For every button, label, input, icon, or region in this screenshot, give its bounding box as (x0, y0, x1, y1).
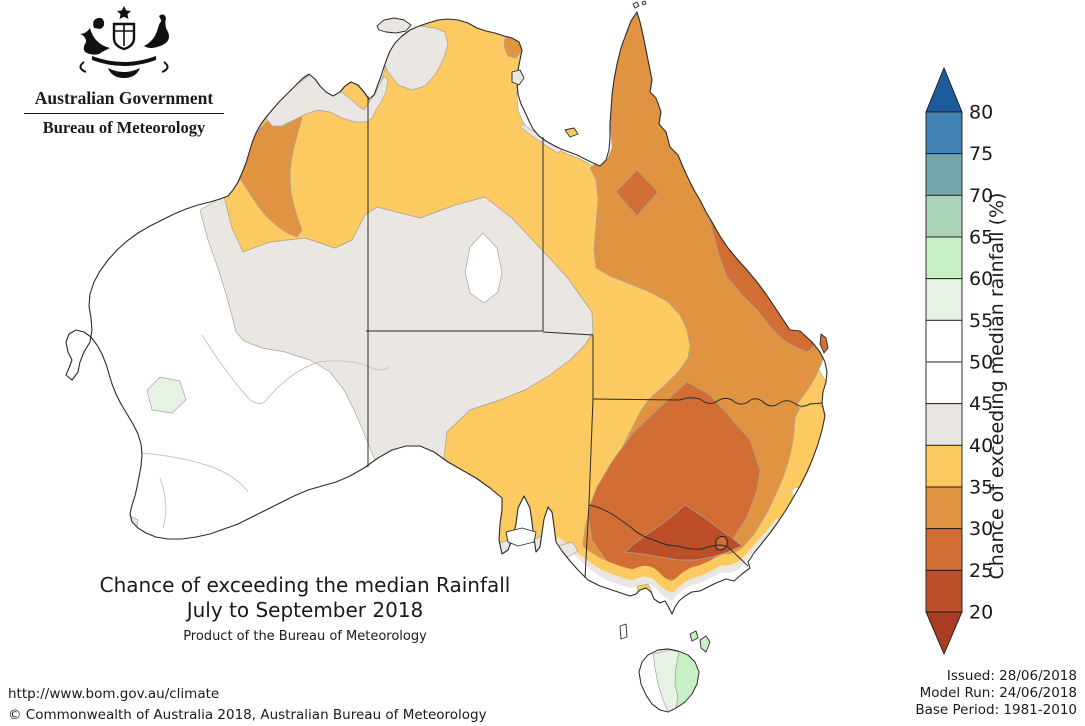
island-hogan (689, 630, 699, 642)
issue-info-block: Issued: 28/06/2018 Model Run: 24/06/2018… (915, 668, 1077, 719)
colorbar-arrow-bottom (925, 611, 963, 656)
title-block: Chance of exceeding the median Rainfall … (75, 573, 535, 644)
tick-55: 55 (969, 310, 993, 332)
region-55-60-wa-pentagon (146, 376, 187, 414)
colorbar-segment-45-50 (925, 361, 963, 405)
tick-35: 35 (969, 477, 993, 499)
coat-of-arms-icon (79, 6, 169, 78)
colorbar-segment-50-55 (925, 319, 963, 363)
border-sa-vic (584, 502, 590, 579)
island-melville (376, 17, 412, 34)
border-nt-sa (366, 330, 594, 336)
colorbar-axis-label: Chance of exceeding median rainfall (%) (986, 193, 1008, 580)
tasmania (638, 635, 711, 713)
colorbar-segment-20-25 (925, 569, 963, 613)
island-mornington (564, 127, 579, 138)
island-groote (511, 69, 525, 86)
island-kangaroo (505, 527, 537, 547)
island-king (619, 623, 628, 640)
issued-date: Issued: 28/06/2018 (946, 668, 1077, 684)
footer-url: http://www.bom.gov.au/climate (8, 686, 220, 702)
band-35-40-south-coast (548, 506, 787, 592)
tick-60: 60 (969, 268, 993, 290)
base-period: Base Period: 1981-2010 (915, 702, 1077, 718)
island-torres-1 (632, 1, 640, 9)
border-nsw-vic-murray (588, 504, 749, 567)
border-sa-nsw (588, 398, 594, 504)
model-run-date: Model Run: 24/06/2018 (919, 685, 1077, 701)
map-product-note: Product of the Bureau of Meteorology (183, 629, 427, 644)
colorbar: 80 75 70 65 60 55 50 45 40 35 30 25 20 C… (925, 66, 1008, 656)
colorbar-segment-55-60 (925, 278, 963, 321)
tick-75: 75 (969, 143, 993, 165)
colorbar-segment-70-75 (925, 153, 963, 196)
border-qld-nsw (592, 397, 823, 407)
footer-copyright: © Commonwealth of Australia 2018, Austra… (8, 707, 487, 723)
state-borders (366, 96, 823, 579)
tick-65: 65 (969, 227, 993, 249)
colorbar-segment-75-80 (925, 111, 963, 155)
tick-25: 25 (969, 560, 993, 582)
lake-outline (715, 535, 728, 551)
contour-50-line-3 (159, 477, 167, 529)
mainland-coastline (65, 11, 828, 615)
contour-50-line-1 (201, 334, 391, 404)
government-title: Australian Government (24, 88, 224, 114)
footer-block: http://www.bom.gov.au/climate © Commonwe… (8, 684, 487, 726)
colorbar-segment-65-70 (925, 194, 963, 238)
colorbar-segment-60-65 (925, 236, 963, 280)
region-20-25-murray (624, 504, 743, 561)
island-fraser (819, 333, 829, 354)
contour-50-line-2 (127, 451, 249, 493)
tick-20: 20 (969, 602, 993, 624)
colorbar-arrow-top (925, 66, 963, 113)
islands (376, 0, 829, 642)
map-title: Chance of exceeding the median Rainfall (99, 573, 511, 597)
tasmania-coastline (638, 648, 700, 713)
colorbar-segment-30-35 (925, 486, 963, 530)
colorbar-segment-25-30 (925, 528, 963, 571)
region-25-30-qld-inland (615, 169, 659, 217)
header-block: Australian Government Bureau of Meteorol… (24, 4, 224, 138)
colorbar-tick-labels: 80 75 70 65 60 55 50 45 40 35 30 25 20 (969, 102, 993, 624)
colorbar-segment-40-45 (925, 403, 963, 446)
tick-40: 40 (969, 435, 993, 457)
island-torres-2 (641, 0, 647, 6)
tick-70: 70 (969, 185, 993, 207)
tick-50: 50 (969, 352, 993, 374)
tick-80: 80 (969, 102, 993, 124)
agency-title: Bureau of Meteorology (42, 118, 206, 137)
map-subtitle-period: July to September 2018 (186, 598, 424, 622)
colorbar-segment-35-40 (925, 444, 963, 488)
band-40-45-south-coast (552, 518, 784, 602)
island-flinders (699, 635, 711, 653)
tick-30: 30 (969, 518, 993, 540)
tick-45: 45 (969, 393, 993, 415)
region-50-55-nt-hole (464, 232, 503, 304)
